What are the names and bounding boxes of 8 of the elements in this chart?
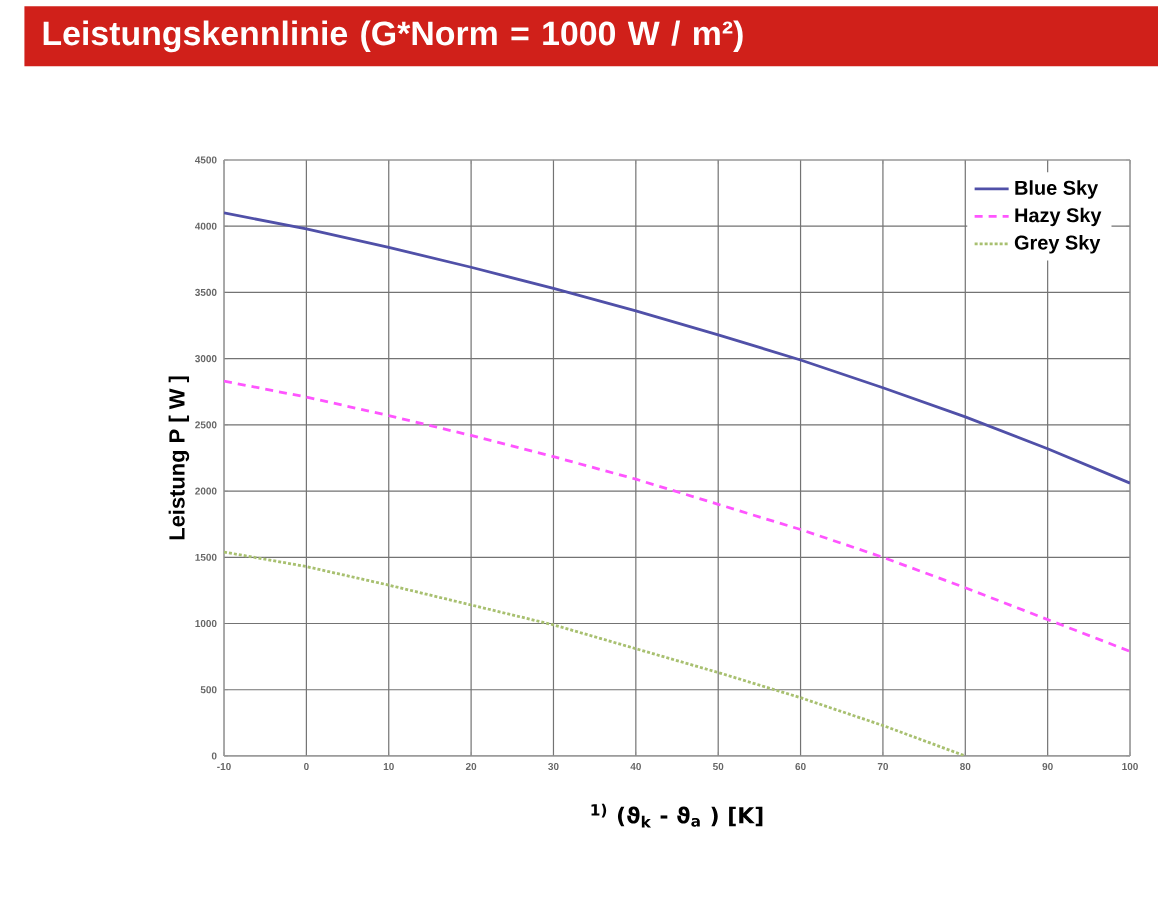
line-series [224,211,1131,485]
legend-label: Hazy Sky [1015,207,1102,227]
line-series [224,550,967,756]
chart-title: Leistungskennlinie (G*Norm = 1000 W / m²) [43,20,743,53]
legend-label: Blue Sky [1015,180,1099,199]
y-axis-title: Leistung P [ W ] [168,376,190,540]
legend-label: Grey Sky [1014,235,1101,254]
x-axis-title: $^{1)}$ (ϑ$_{k}$ - ϑ$_{a}$ ) [K] [591,803,763,828]
